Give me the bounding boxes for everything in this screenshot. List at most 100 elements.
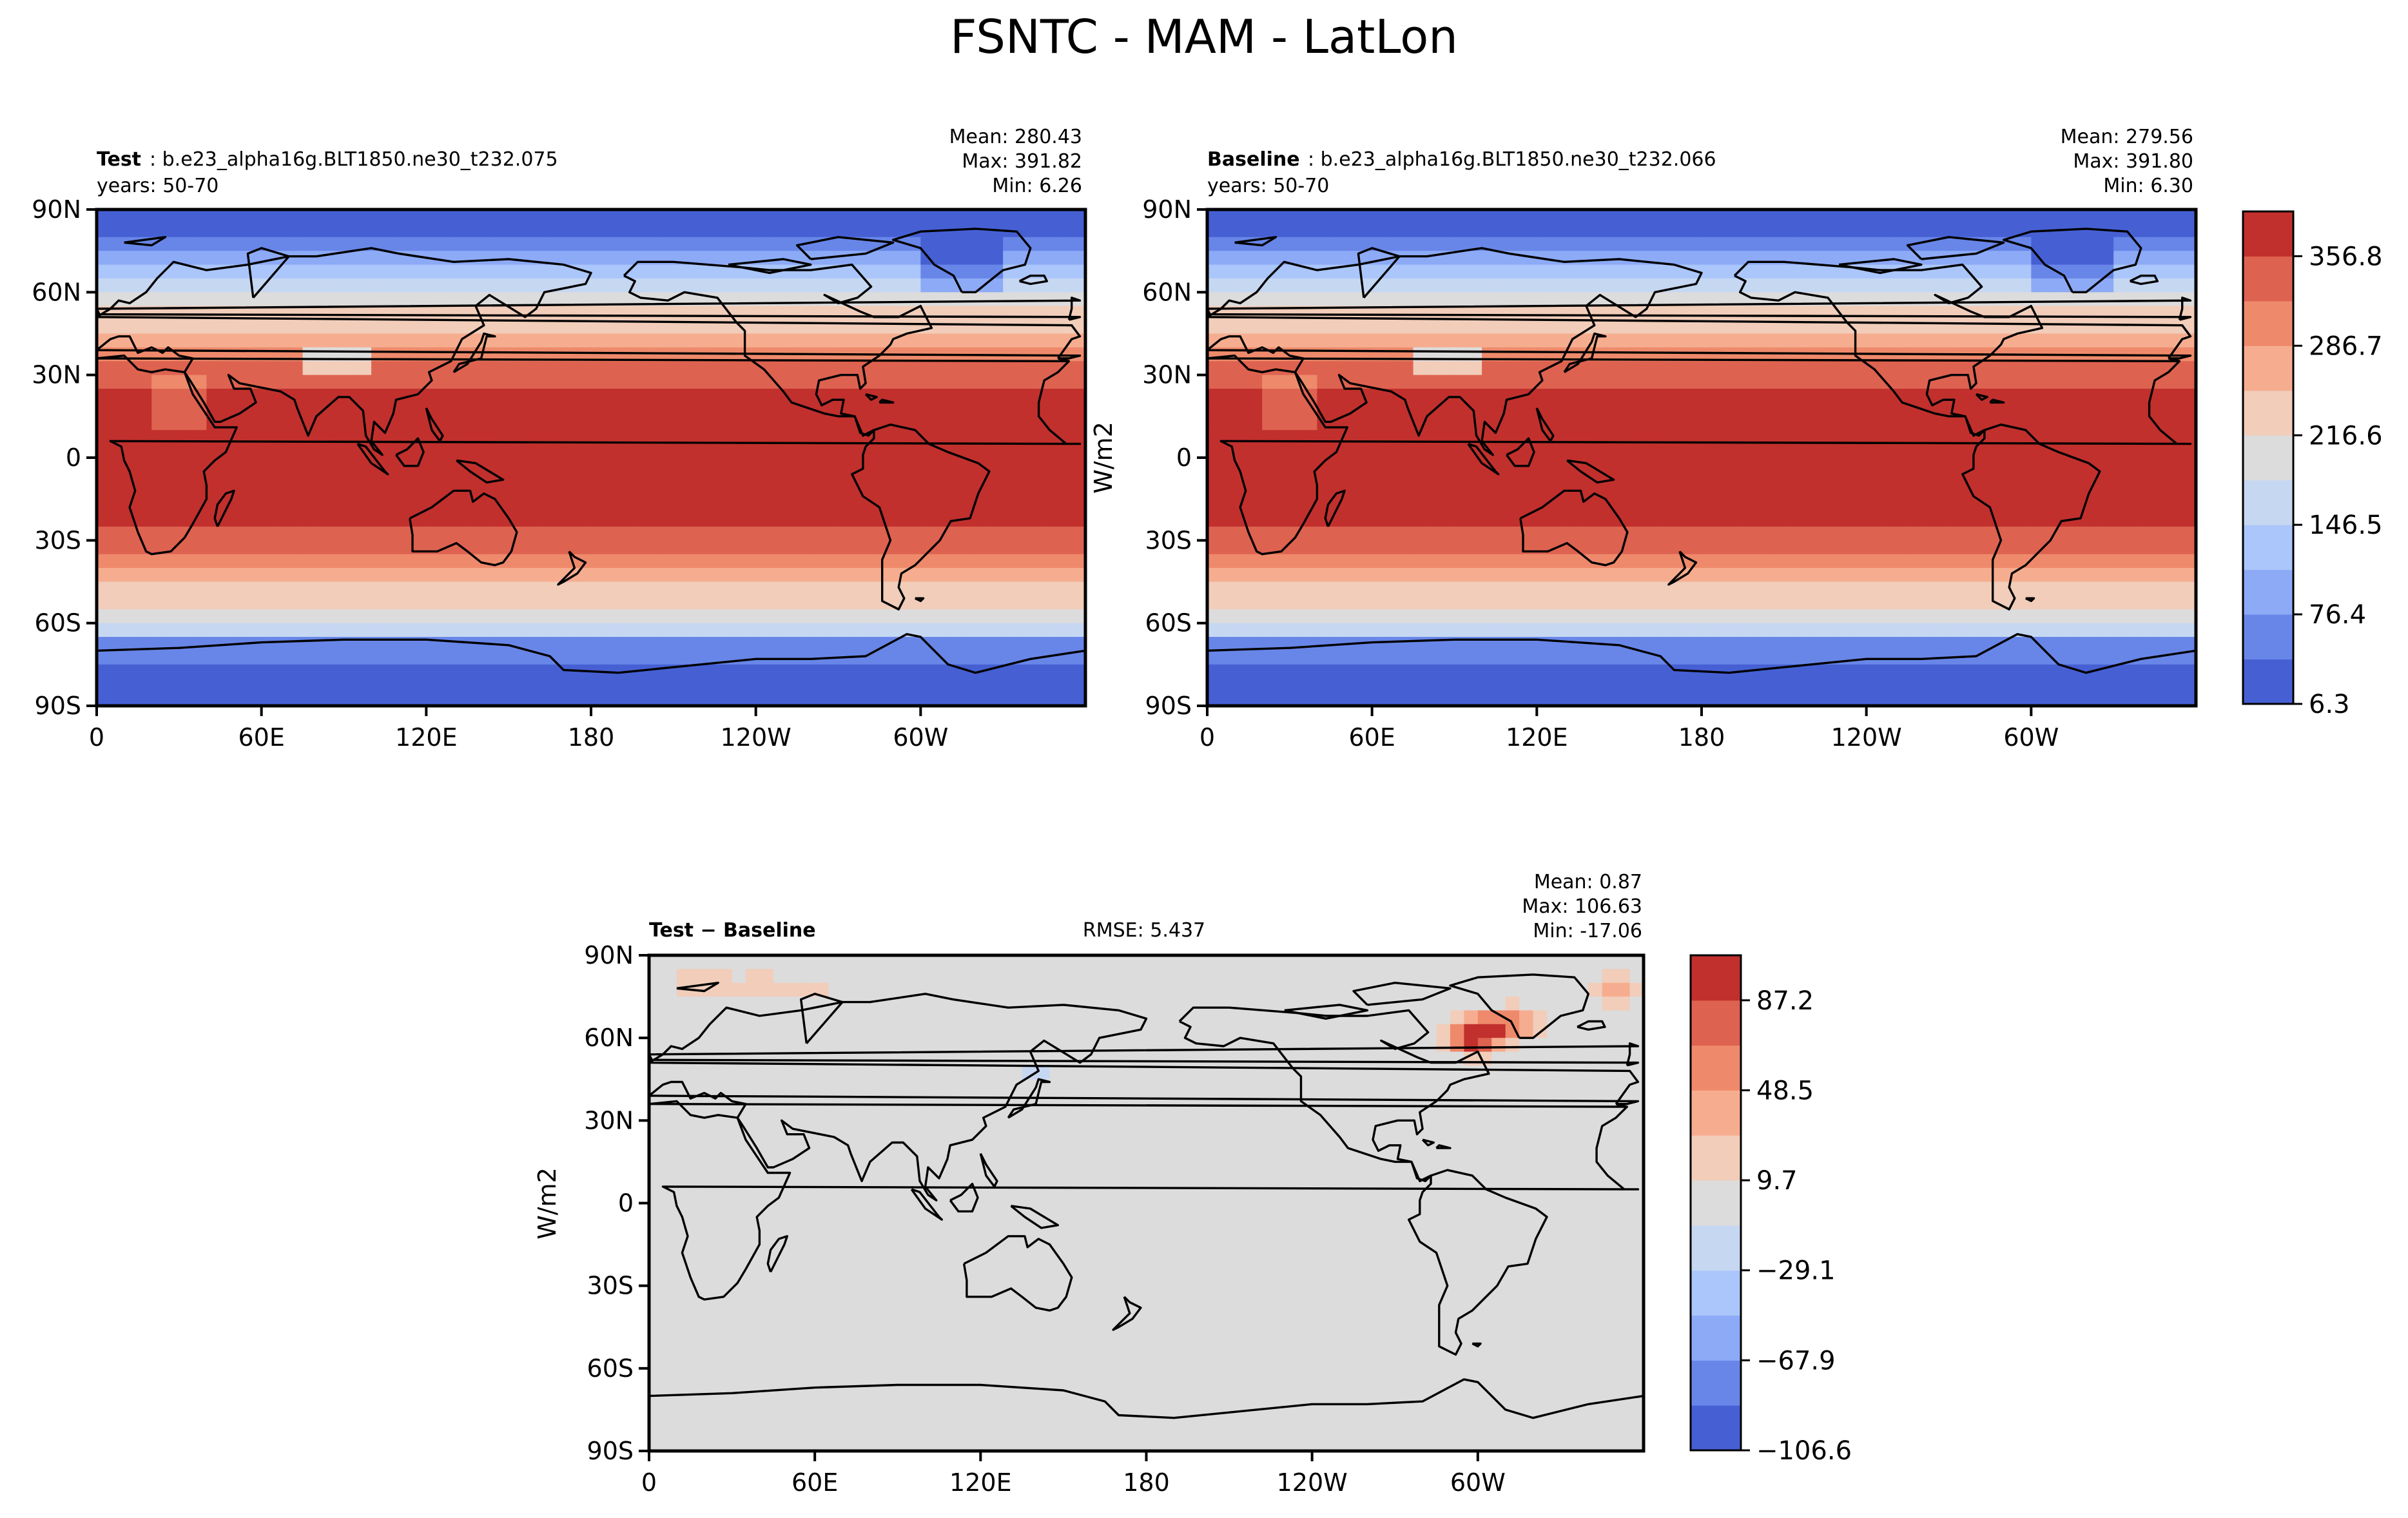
field-cell — [1523, 485, 1537, 500]
field-cell — [330, 375, 345, 389]
field-cell — [1674, 430, 1689, 445]
field-cell — [742, 609, 757, 624]
field-cell — [618, 278, 633, 293]
field-cell — [316, 375, 331, 389]
field-cell — [1262, 581, 1277, 596]
field-cell — [577, 209, 592, 224]
field-cell — [1770, 209, 1785, 224]
field-cell — [206, 333, 221, 348]
field-cell — [1907, 609, 1922, 624]
field-cell — [742, 554, 757, 569]
field-cell — [261, 223, 276, 238]
field-cell — [646, 278, 661, 293]
field-cell — [1742, 237, 1757, 251]
field-cell — [398, 623, 413, 637]
field-cell — [1894, 609, 1908, 624]
field-cell — [824, 402, 839, 417]
field-cell — [2182, 361, 2196, 376]
field-cell — [701, 568, 715, 583]
field-cell — [1578, 458, 1593, 472]
field-cell — [151, 264, 166, 279]
field-cell — [2168, 416, 2183, 431]
field-cell — [1276, 209, 1290, 224]
field-cell — [1482, 416, 1497, 431]
field-cell — [1633, 333, 1647, 348]
field-cell — [550, 692, 564, 706]
field-cell — [1454, 389, 1469, 404]
field-cell — [673, 375, 688, 389]
field-cell — [494, 237, 509, 251]
field-cell — [536, 664, 550, 679]
field-cell — [1564, 389, 1578, 404]
field-cell — [673, 540, 688, 555]
field-cell — [838, 664, 853, 679]
field-cell — [1935, 512, 1950, 527]
field-cell — [673, 692, 688, 706]
field-cell — [1783, 568, 1798, 583]
field-cell — [1426, 485, 1441, 500]
field-cell — [371, 485, 386, 500]
field-cell — [659, 581, 674, 596]
field-cell — [1756, 554, 1771, 569]
field-cell — [1619, 333, 1634, 348]
field-cell — [330, 237, 345, 251]
field-cell — [824, 333, 839, 348]
field-cell — [1578, 320, 1593, 335]
field-cell — [1715, 306, 1730, 320]
field-cell — [344, 568, 358, 583]
field-cell — [2017, 251, 2032, 266]
field-cell — [2086, 609, 2101, 624]
field-cell — [1523, 306, 1537, 320]
field-cell — [344, 251, 358, 266]
field-cell — [1289, 471, 1304, 486]
field-cell — [1482, 471, 1497, 486]
coastline — [395, 437, 425, 467]
field-cell — [1289, 389, 1304, 404]
field-cell — [1207, 581, 1221, 596]
field-cell — [481, 499, 496, 514]
field-cell — [316, 320, 331, 335]
field-cell — [769, 540, 784, 555]
field-cell — [1866, 430, 1881, 445]
field-cell — [769, 692, 784, 706]
field-cell — [1441, 595, 1455, 610]
field-cell — [1866, 443, 1881, 458]
field-cell — [1030, 402, 1045, 417]
field-cell — [1221, 512, 1236, 527]
field-cell — [907, 512, 921, 527]
field-cell — [371, 333, 386, 348]
field-cell — [947, 609, 962, 624]
field-cell — [1441, 237, 1455, 251]
field-cell — [1468, 471, 1482, 486]
field-cell — [577, 623, 592, 637]
field-cell — [838, 678, 853, 693]
field-cell — [618, 333, 633, 348]
field-cell — [1058, 512, 1073, 527]
field-cell — [550, 361, 564, 376]
field-cell — [1715, 526, 1730, 541]
field-cell — [1948, 416, 1963, 431]
field-cell — [1811, 443, 1826, 458]
field-cell — [151, 389, 166, 404]
field-cell — [1715, 375, 1730, 389]
field-cell — [1317, 251, 1332, 266]
field-cell — [220, 237, 235, 251]
field-cell — [1523, 264, 1537, 279]
field-cell — [2072, 333, 2087, 348]
field-cell — [1852, 540, 1867, 555]
field-cell — [1071, 443, 1085, 458]
field-cell — [605, 692, 619, 706]
field-cell — [947, 306, 962, 320]
field-cell — [769, 526, 784, 541]
field-cell — [1016, 402, 1031, 417]
field-cell — [453, 499, 468, 514]
field-cell — [1044, 499, 1058, 514]
field-cell — [302, 568, 317, 583]
field-cell — [755, 333, 770, 348]
field-cell — [1935, 306, 1950, 320]
field-cell — [1798, 526, 1812, 541]
field-cell — [1262, 443, 1277, 458]
field-cell — [1935, 209, 1950, 224]
field-cell — [632, 375, 646, 389]
field-cell — [1783, 389, 1798, 404]
